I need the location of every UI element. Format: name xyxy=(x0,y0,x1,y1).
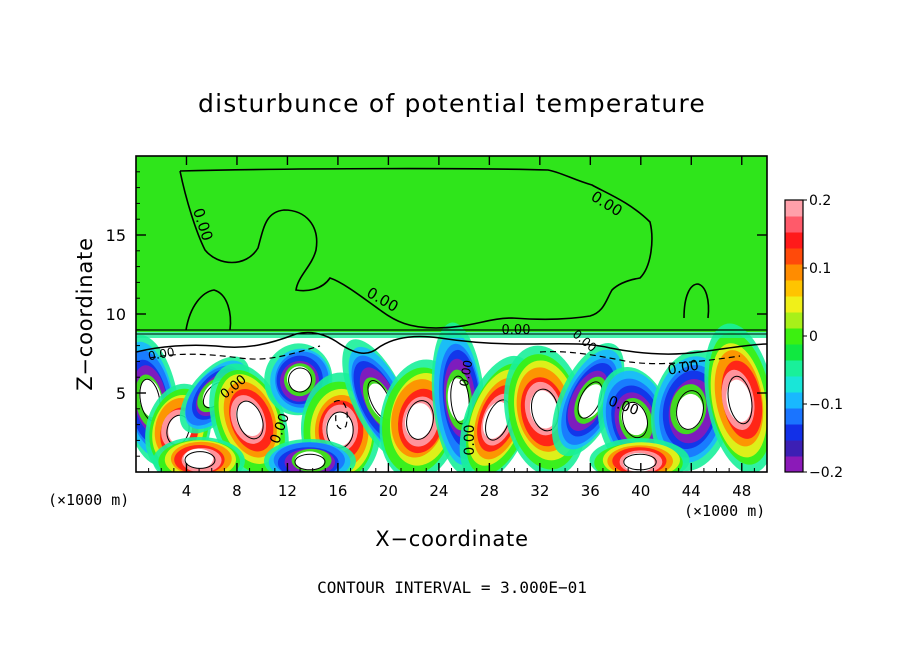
contour-label: 0.00 xyxy=(457,359,475,388)
y-axis: 5 10 15 xyxy=(106,171,767,457)
y-tick-label: 5 xyxy=(116,384,126,403)
field-region xyxy=(235,400,263,437)
y-tick-label: 15 xyxy=(106,226,126,245)
x-axis-title: X−coordinate xyxy=(375,527,529,551)
colorbar-segment xyxy=(785,328,803,345)
field-region xyxy=(405,403,433,440)
colorbar-segment xyxy=(785,248,803,265)
colorbar-segment xyxy=(785,408,803,425)
y-axis-title: Z−coordinate xyxy=(73,237,97,391)
zero-contour-upper xyxy=(179,167,653,329)
colorbar: 0.2 0.1 0 −0.1 −0.2 xyxy=(784,193,843,481)
colorbar-segment xyxy=(785,216,803,233)
field-region xyxy=(482,401,509,439)
colorbar-segment xyxy=(785,440,803,457)
field-region xyxy=(726,379,752,423)
field-contour xyxy=(676,390,704,430)
field-contour xyxy=(450,375,470,425)
colorbar-segment xyxy=(785,280,803,297)
field-region xyxy=(529,390,558,429)
field-region xyxy=(675,393,704,430)
colorbar-segment xyxy=(785,392,803,409)
field-contour xyxy=(288,367,312,393)
colorbar-segment xyxy=(785,200,803,217)
field-contour xyxy=(294,453,326,471)
x-tick-label: 36 xyxy=(581,482,600,500)
colorbar-tick-label: −0.2 xyxy=(809,465,843,481)
colorbar-segment xyxy=(785,456,803,473)
colorbar-segment xyxy=(785,312,803,329)
x-unit-label-left: (×1000 m) xyxy=(48,491,129,509)
dashed-contour-1 xyxy=(149,345,321,360)
colorbar-tick-label: −0.1 xyxy=(809,397,843,413)
zero-contour-loop-right xyxy=(683,283,710,319)
y-tick-label: 10 xyxy=(106,305,126,324)
field-region xyxy=(578,384,604,419)
colorbar-segment xyxy=(785,232,803,249)
field-contour xyxy=(236,400,264,440)
colorbar-tick-label: 0.1 xyxy=(809,261,831,277)
dashed-contour-2 xyxy=(539,351,741,365)
x-unit-label-right: (×1000 m) xyxy=(684,502,765,520)
dashed-contour-3 xyxy=(333,400,348,430)
field-contour xyxy=(727,375,753,425)
colorbar-segment xyxy=(785,264,803,281)
x-tick-label: 48 xyxy=(732,482,751,500)
field-region xyxy=(287,366,312,392)
field-contour xyxy=(184,451,216,469)
x-tick-label: 28 xyxy=(480,482,499,500)
field-contour xyxy=(406,400,434,440)
x-tick-label: 24 xyxy=(429,482,448,500)
contour-label: 0.00 xyxy=(667,357,700,378)
plot-area xyxy=(136,156,767,472)
colorbar-tick-label: 0.2 xyxy=(809,193,831,209)
field-region xyxy=(623,452,655,472)
x-tick-label: 4 xyxy=(182,482,192,500)
interface-band xyxy=(136,332,767,338)
colorbar-tick-label: 0 xyxy=(809,329,818,345)
field-region xyxy=(621,401,648,436)
x-tick-label: 8 xyxy=(232,482,242,500)
chart-title: disturbunce of potential temperature xyxy=(198,89,706,118)
colorbar-segment xyxy=(785,296,803,313)
field-contour xyxy=(622,401,648,439)
x-tick-label: 44 xyxy=(682,482,701,500)
contour-interval-note: CONTOUR INTERVAL = 3.000E−01 xyxy=(317,578,587,597)
colorbar-segment xyxy=(785,344,803,361)
x-tick-label: 40 xyxy=(631,482,650,500)
x-tick-label: 32 xyxy=(530,482,549,500)
turbulence-layer xyxy=(136,322,767,472)
colorbar-segment xyxy=(785,376,803,393)
colorbar-segment xyxy=(785,424,803,441)
x-tick-label: 20 xyxy=(379,482,398,500)
wave-contour xyxy=(136,331,767,355)
field-contour xyxy=(623,453,657,471)
contour-label: 0.00 xyxy=(462,424,478,455)
contour-label: 0.00 xyxy=(147,345,176,363)
field-region xyxy=(325,412,353,447)
x-axis: 4 8 12 16 20 24 28 32 36 40 44 48 xyxy=(148,156,755,500)
colorbar-segment xyxy=(785,360,803,377)
x-tick-label: 16 xyxy=(328,482,347,500)
contour-label: 0.00 xyxy=(502,323,531,338)
zero-contour-loop-left xyxy=(185,289,232,331)
field-region xyxy=(294,451,325,471)
upper-field xyxy=(136,156,767,332)
x-tick-label: 12 xyxy=(278,482,297,500)
